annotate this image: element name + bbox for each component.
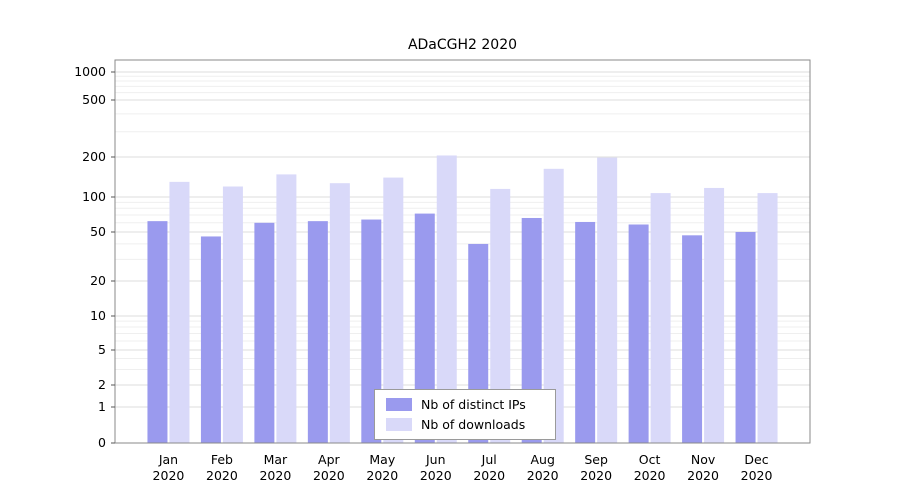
y-tick-label: 0 [98,435,106,450]
bar-downloads [436,155,457,444]
bar-distinct-ips [521,217,542,443]
plot-frame [114,59,811,444]
bar-distinct-ips [682,235,703,443]
bar-downloads [169,181,190,443]
y-tick-label: 50 [90,224,106,239]
x-tick-label-year: 2020 [527,468,559,483]
x-tick-label-month: Jul [481,452,497,467]
y-tick-label: 20 [90,273,106,288]
x-tick-label-year: 2020 [259,468,291,483]
bar-downloads [704,187,725,443]
bar-downloads [383,177,404,443]
bar-distinct-ips [575,221,596,443]
x-tick-label-year: 2020 [473,468,505,483]
y-tick-label: 2 [98,377,106,392]
x-tick-label-year: 2020 [153,468,185,483]
bar-distinct-ips [147,221,168,443]
x-tick-label-month: May [369,452,395,467]
x-tick-label-month: Sep [584,452,608,467]
x-tick-label-year: 2020 [313,468,345,483]
x-tick-label-month: Apr [318,452,340,467]
bar-distinct-ips [414,213,435,443]
y-tick-label: 200 [82,149,106,164]
x-tick-label-year: 2020 [741,468,773,483]
legend-item-distinct-ips: Nb of distinct IPs [386,397,544,412]
bar-downloads [757,193,778,443]
x-tick-label-month: Dec [744,452,768,467]
legend-label-downloads: Nb of downloads [421,417,526,432]
bar-downloads [490,188,511,443]
bar-downloads [543,168,564,443]
x-tick-label-month: Nov [691,452,716,467]
y-tick-label: 500 [82,92,106,107]
x-tick-label-year: 2020 [366,468,398,483]
bar-distinct-ips [254,222,275,443]
y-tick-label: 100 [82,189,106,204]
x-tick-label-month: Mar [264,452,288,467]
bar-distinct-ips [200,236,221,443]
x-tick-label-year: 2020 [634,468,666,483]
bar-distinct-ips [628,224,649,443]
x-tick-label-year: 2020 [206,468,238,483]
x-tick-label-month: Oct [639,452,661,467]
bar-distinct-ips [307,221,328,443]
legend-swatch-downloads [386,418,412,431]
chart-title: ADaCGH2 2020 [407,37,518,53]
legend-item-downloads: Nb of downloads [386,417,544,432]
x-tick-label-year: 2020 [580,468,612,483]
legend-swatch-distinct-ips [386,398,412,411]
x-tick-label-month: Jun [425,452,446,467]
y-tick-label: 10 [90,308,106,323]
x-tick-label-month: Aug [530,452,554,467]
y-tick-label: 1000 [74,64,106,79]
x-tick-label-month: Feb [211,452,233,467]
legend: Nb of distinct IPs Nb of downloads [374,389,556,440]
bar-downloads [597,157,618,443]
bar-downloads [222,186,243,443]
bar-downloads [276,174,297,444]
x-tick-label-year: 2020 [687,468,719,483]
x-tick-label-month: Jan [158,452,178,467]
bar-distinct-ips [735,232,756,443]
bar-downloads [329,183,350,444]
bar-downloads [650,193,671,443]
y-tick-label: 1 [98,399,106,414]
bar-distinct-ips [361,219,382,443]
x-tick-label-year: 2020 [420,468,452,483]
legend-label-distinct-ips: Nb of distinct IPs [421,397,526,412]
y-tick-label: 5 [98,342,106,357]
